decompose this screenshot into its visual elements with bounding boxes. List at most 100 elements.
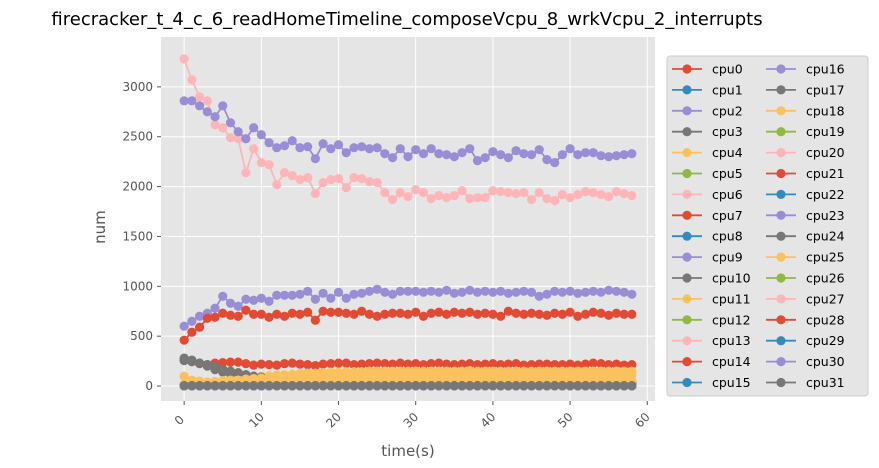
data-point [596, 381, 606, 391]
data-point [557, 150, 567, 160]
data-point [503, 153, 513, 163]
data-point [310, 154, 320, 164]
data-point [557, 309, 567, 319]
data-point [426, 381, 436, 391]
legend-marker [776, 210, 786, 220]
data-point [241, 381, 251, 391]
data-point [534, 359, 544, 369]
data-point [310, 361, 320, 371]
data-point [233, 134, 243, 144]
legend-item: cpu26 [766, 271, 845, 286]
data-point [357, 381, 367, 391]
data-point [403, 152, 413, 162]
series-cpu2 [179, 284, 637, 331]
data-point [349, 173, 359, 183]
data-point [573, 381, 583, 391]
data-point [202, 107, 212, 117]
data-point [249, 144, 259, 154]
data-point [179, 321, 189, 331]
legend-marker [776, 127, 786, 137]
legend-marker [682, 106, 692, 116]
data-point [403, 286, 413, 296]
data-point [202, 381, 212, 391]
data-point [565, 144, 575, 154]
data-point [573, 150, 583, 160]
data-point [395, 381, 405, 391]
series-cpu7 [179, 305, 637, 345]
data-point [256, 293, 266, 303]
data-point [434, 307, 444, 317]
data-point [318, 381, 328, 391]
data-point [225, 357, 236, 367]
data-point [434, 381, 444, 391]
data-point [611, 186, 622, 197]
data-point [588, 286, 598, 296]
data-point [496, 381, 506, 391]
data-point [210, 361, 220, 372]
legend-label: cpu0 [712, 62, 743, 77]
legend-label: cpu26 [806, 271, 845, 286]
data-point [488, 147, 498, 157]
legend-frame [666, 55, 869, 397]
data-point [511, 359, 521, 369]
legend-item: cpu29 [766, 333, 845, 348]
data-point [272, 381, 282, 391]
data-point [526, 308, 537, 318]
legend-label: cpu8 [712, 229, 743, 244]
data-point [326, 307, 336, 317]
data-point [611, 308, 622, 318]
data-point [550, 308, 560, 318]
legend-items: cpu0 cpu1 cpu2 cpu3 cpu4 cpu5 cpu6 cpu7 cpu8 cpu9… [672, 62, 845, 390]
data-point [596, 151, 606, 161]
y-tick-label: 1500 [122, 229, 153, 243]
legend-label: cpu14 [712, 354, 751, 369]
data-point [542, 381, 552, 391]
y-axis-title: num [91, 210, 109, 244]
data-point [194, 92, 205, 102]
data-point [596, 189, 606, 200]
data-point [480, 308, 490, 318]
data-point [364, 144, 375, 154]
legend-item: cpu7 [672, 208, 743, 223]
data-point [387, 194, 398, 205]
legend-item: cpu16 [766, 62, 845, 77]
data-point [326, 144, 336, 154]
data-point [326, 381, 336, 391]
legend-marker [776, 252, 786, 262]
data-point [511, 188, 521, 199]
data-point [241, 359, 251, 369]
data-point [604, 310, 614, 320]
data-point [218, 358, 228, 368]
x-tick-label: 20 [323, 410, 344, 431]
legend-marker [776, 64, 786, 74]
data-point [249, 123, 259, 133]
data-point [418, 149, 429, 159]
data-point [534, 187, 544, 198]
data-point [264, 312, 274, 322]
data-point [364, 286, 375, 296]
legend-item: cpu21 [766, 166, 845, 181]
data-point [357, 306, 367, 316]
data-point [387, 308, 398, 318]
legend-label: cpu15 [712, 375, 751, 390]
legend-item: cpu6 [672, 187, 743, 202]
data-point [318, 359, 328, 369]
legend-item: cpu8 [672, 229, 743, 244]
data-point [264, 360, 274, 370]
data-point [333, 174, 344, 184]
data-point [333, 287, 344, 297]
data-point [326, 293, 336, 303]
data-point [465, 144, 475, 154]
legend-label: cpu4 [712, 145, 743, 160]
data-point [519, 381, 529, 391]
legend-label: cpu21 [806, 166, 845, 181]
data-point [287, 308, 297, 318]
data-point [619, 150, 629, 160]
legend-marker [776, 85, 786, 95]
data-point [272, 179, 282, 190]
legend-label: cpu29 [806, 333, 845, 348]
legend-label: cpu27 [806, 291, 845, 306]
data-point [241, 294, 251, 304]
legend-marker [682, 377, 692, 388]
data-point [218, 364, 228, 374]
